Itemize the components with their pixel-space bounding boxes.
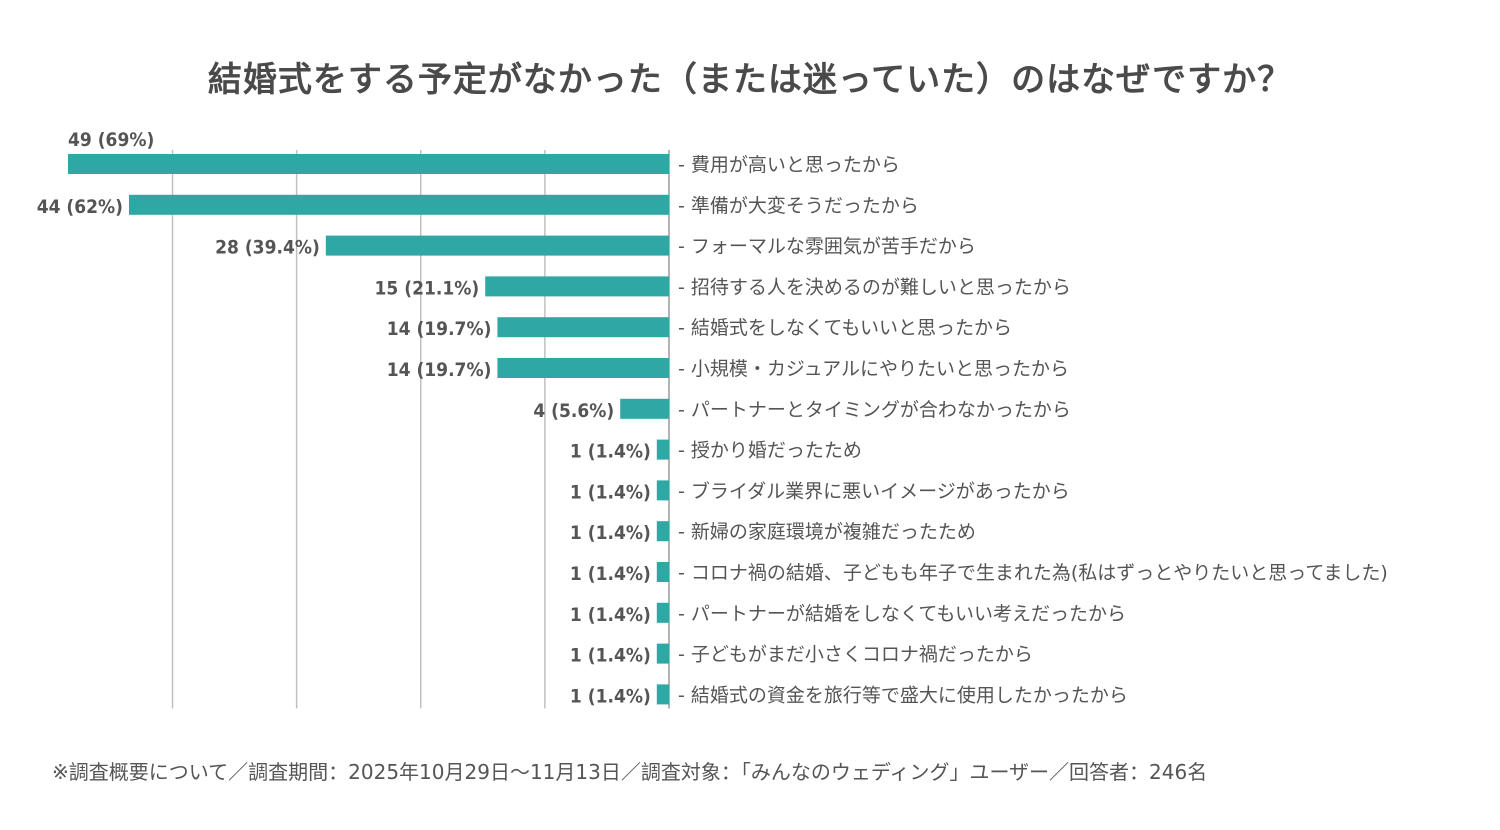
value-label: 1 (1.4%) — [570, 604, 651, 626]
category-label: - 準備が大変そうだったから — [678, 195, 919, 217]
bar — [620, 398, 669, 419]
category-label: - ブライダル業界に悪いイメージがあったから — [678, 479, 1070, 502]
value-labels: 49 (69%) 44 (62%) 28 (39.4%) 15 (21.1%) 14 (… — [37, 129, 651, 707]
bar — [656, 684, 669, 705]
value-label: 28 (39.4%) — [215, 237, 320, 259]
value-label: 44 (62%) — [37, 196, 123, 218]
bar — [656, 521, 669, 542]
value-label: 49 (69%) — [68, 129, 154, 151]
bars — [68, 154, 669, 705]
category-label: - 授かり婚だったため — [678, 440, 862, 462]
value-label: 14 (19.7%) — [387, 318, 492, 340]
value-label: 1 (1.4%) — [570, 441, 651, 463]
chart-title: 結婚式をする予定がなかった（または迷っていた）のはなぜですか？ — [207, 60, 1293, 100]
bar — [485, 276, 669, 297]
value-label: 4 (5.6%) — [533, 400, 614, 422]
category-label: - パートナーが結婚をしなくてもいい考えだったから — [678, 603, 1126, 625]
bar — [656, 480, 669, 501]
value-label: 15 (21.1%) — [375, 277, 480, 299]
category-label: - コロナ禍の結婚、子どもも年子で生まれた為(私はずっとやりたいと思ってました) — [678, 562, 1388, 584]
category-label: - 新婦の家庭環境が複雑だったため — [678, 521, 976, 543]
category-labels: - 費用が高いと思ったから - 準備が大変そうだったから - フォーマルな雰囲気が苦… — [678, 154, 1388, 706]
bar — [656, 643, 669, 664]
value-label: 1 (1.4%) — [570, 481, 651, 503]
category-label: - 招待する人を決めるのが難しいと思ったから — [678, 276, 1071, 298]
value-label: 1 (1.4%) — [570, 685, 651, 707]
category-label: - 結婚式をしなくてもいいと思ったから — [678, 317, 1012, 339]
value-label: 1 (1.4%) — [570, 563, 651, 585]
bar — [656, 602, 669, 623]
bar — [68, 154, 669, 174]
value-label: 1 (1.4%) — [570, 645, 651, 667]
category-label: - フォーマルな雰囲気が苦手だから — [678, 236, 976, 258]
survey-footnote: ※調査概要について／調査期間：2025年10月29日〜11月13日／調査対象：「… — [52, 760, 1208, 784]
bar — [656, 439, 669, 460]
bar — [497, 317, 669, 338]
value-label: 1 (1.4%) — [570, 522, 651, 544]
value-label: 14 (19.7%) — [387, 359, 492, 381]
category-label: - パートナーとタイミングが合わなかったから — [678, 399, 1071, 421]
bar — [128, 194, 669, 215]
category-label: - 費用が高いと思ったから — [678, 154, 900, 176]
bar — [497, 358, 669, 378]
bar-chart: 49 (69%) 44 (62%) 28 (39.4%) 15 (21.1%) 14 (… — [37, 129, 1388, 709]
category-label: - 子どもがまだ小さくコロナ禍だったから — [678, 644, 1033, 666]
category-label: - 結婚式の資金を旅行等で盛大に使用したかったから — [678, 684, 1128, 706]
bar — [325, 235, 669, 256]
bar — [656, 562, 669, 582]
category-label: - 小規模・カジュアルにやりたいと思ったから — [678, 358, 1069, 380]
